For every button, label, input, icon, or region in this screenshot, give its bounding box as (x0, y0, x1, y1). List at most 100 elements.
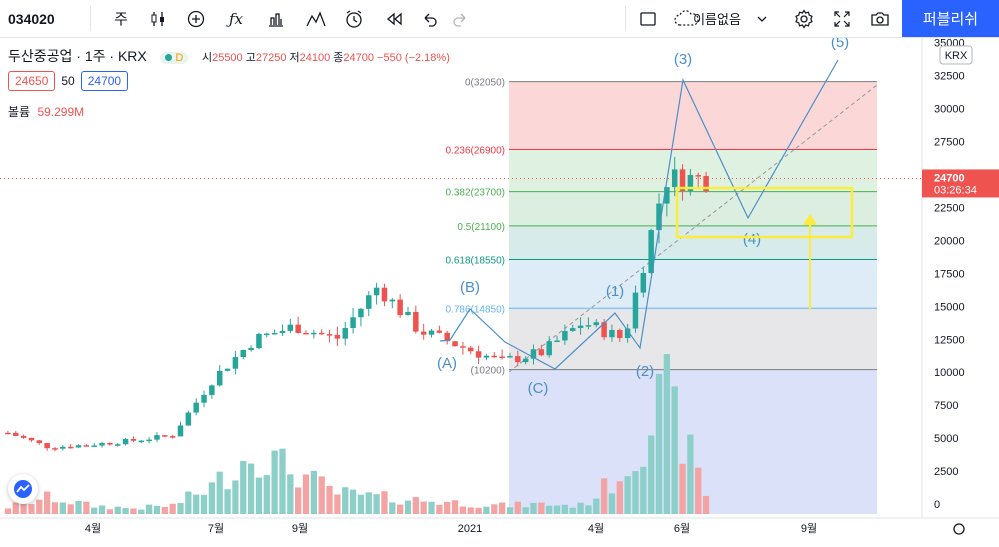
layout-name-button[interactable]: 이름없음 (670, 0, 790, 37)
candle-body (5, 432, 11, 435)
candle-body (154, 435, 160, 440)
volume-bar (122, 508, 129, 514)
fib-level-label: 0.382(23700) (446, 188, 506, 199)
wave-label: (A) (437, 355, 457, 372)
volume-bar (177, 503, 184, 514)
volume-bar (302, 474, 310, 514)
candle-body (201, 394, 207, 403)
candle-body (671, 169, 678, 188)
price-axis-tick: 10000 (934, 367, 965, 379)
time-axis-tick: 9월 (292, 522, 308, 535)
volume-bar (428, 501, 435, 514)
volume-bar (185, 491, 192, 514)
candle-body (522, 358, 529, 363)
redo-icon[interactable] (444, 0, 476, 37)
volume-bar (483, 506, 490, 514)
candle-body (138, 440, 145, 443)
tradingview-logo-icon[interactable] (8, 474, 38, 504)
low-label: 저 (289, 52, 300, 64)
candle-body (169, 436, 176, 438)
price-axis-tick: 32500 (934, 71, 965, 83)
candle-body (460, 346, 466, 348)
candles-icon[interactable] (142, 0, 174, 37)
axis-settings-icon[interactable] (953, 523, 965, 535)
fx-indicator-icon[interactable]: ƒx (228, 9, 243, 28)
settings-icon[interactable] (788, 0, 820, 37)
volume-bar (632, 471, 639, 514)
bid-price[interactable]: 24650 (8, 71, 56, 91)
candle-body (373, 287, 380, 296)
candle-body (342, 328, 348, 339)
undo-icon[interactable] (414, 0, 446, 37)
volume-bar (75, 500, 82, 514)
time-axis-tick: 6월 (674, 522, 690, 535)
chart-pane[interactable]: 0(32050) 0.236(26900) 0.382(23700) 0.5(2110… (0, 34, 999, 542)
candle-body (13, 432, 19, 436)
price-axis-tick: 30000 (934, 104, 965, 116)
volume-bar (67, 504, 74, 514)
camera-icon[interactable] (864, 0, 896, 37)
candle-body (67, 446, 74, 449)
compare-icon[interactable] (260, 0, 292, 37)
volume-bar (310, 470, 317, 514)
price-chart[interactable]: 0(32050) 0.236(26900) 0.382(23700) 0.5(2110… (0, 34, 999, 542)
candle-body (405, 311, 411, 316)
candle-body (436, 330, 443, 333)
candle-body (36, 440, 43, 444)
alert-icon[interactable] (338, 0, 370, 37)
ask-price[interactable]: 24700 (80, 71, 129, 91)
candle-body (656, 203, 662, 231)
volume-value: 59.299M (37, 105, 85, 119)
candle-body (703, 175, 709, 192)
indicator-add-icon[interactable] (180, 0, 212, 37)
volume-bar (687, 434, 694, 514)
volume-bar (279, 448, 286, 514)
fib-level-label: (10200) (471, 366, 505, 377)
replay-icon[interactable] (378, 0, 410, 37)
candle-body (483, 355, 490, 358)
candle-body (287, 324, 294, 331)
volume-bar (4, 508, 12, 514)
toolbar-divider (90, 6, 91, 31)
volume-legend: 볼륨 59.299M (8, 103, 84, 120)
volume-bar (655, 373, 663, 514)
candle-body (130, 438, 137, 441)
elliott-wave-line (439, 59, 839, 370)
volume-bar (663, 354, 670, 514)
candle-body (632, 292, 639, 329)
volume-bar (255, 477, 263, 514)
volume-label: 볼륨 (8, 105, 31, 119)
fullscreen-icon[interactable] (826, 0, 858, 37)
fullscreen-box-icon[interactable] (632, 0, 664, 37)
volume-bar (616, 481, 623, 514)
candle-body (554, 340, 560, 342)
volume-bar (326, 485, 333, 514)
badge-letter: D (175, 51, 184, 64)
interval-button[interactable]: 주 (114, 11, 128, 28)
volume-bar (318, 476, 325, 514)
close-label: 종 (333, 52, 344, 64)
candle-body (577, 325, 584, 329)
candle-body (640, 272, 647, 293)
time-axis-tick: 9월 (801, 522, 817, 535)
publish-button[interactable]: 퍼블리쉬 (902, 0, 999, 37)
chart-type-icon[interactable] (300, 0, 332, 37)
candle-body (44, 443, 50, 449)
candle-body (491, 355, 498, 358)
symbol-title[interactable]: 두산중공업 · 1주 · KRX (8, 48, 147, 64)
volume-bar (561, 504, 569, 514)
candle-body (209, 385, 215, 395)
volume-bar (114, 506, 121, 514)
volume-bar (679, 463, 686, 514)
candle-body (162, 435, 168, 437)
candle-body (601, 322, 607, 338)
volume-bar (506, 507, 514, 514)
candle-body (256, 333, 262, 348)
symbol-search-button[interactable]: 034020 (8, 10, 55, 27)
volume-bar (475, 507, 482, 514)
volume-bar (357, 494, 365, 514)
candle-body (279, 330, 286, 334)
volume-bar (349, 489, 357, 514)
candle-body (303, 332, 309, 335)
cloud-icon[interactable] (672, 0, 702, 37)
